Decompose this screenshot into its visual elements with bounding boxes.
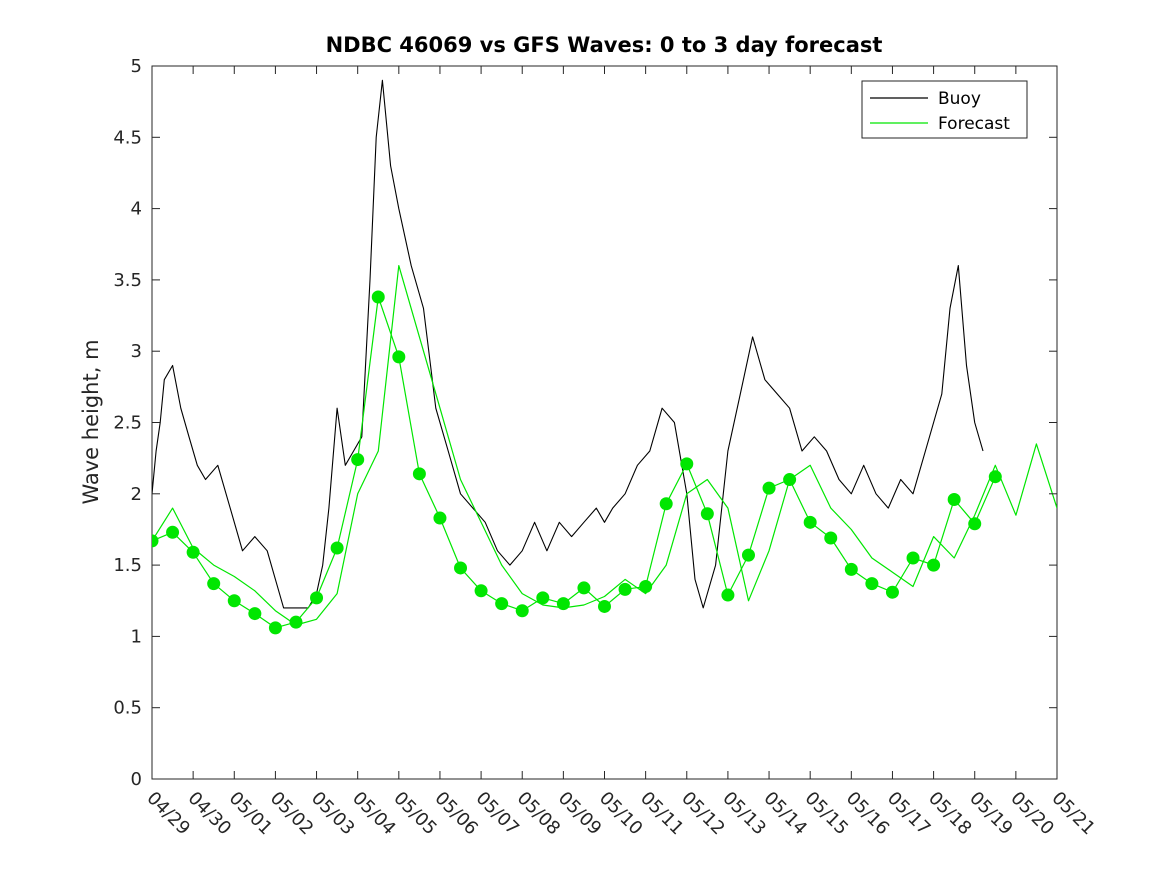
- x-tick-label: 05/16: [842, 788, 894, 840]
- forecast-point: [803, 515, 817, 529]
- forecast-point: [412, 467, 426, 481]
- forecast-point: [865, 577, 879, 591]
- forecast-point: [844, 562, 858, 576]
- y-tick-label: 0.5: [113, 698, 142, 719]
- forecast-point: [207, 577, 221, 591]
- forecast-point: [166, 525, 180, 539]
- plot-area: [151, 65, 1058, 780]
- legend-box: [861, 80, 1028, 139]
- forecast-point: [906, 551, 920, 565]
- forecast-point: [392, 350, 406, 364]
- forecast-point: [988, 470, 1002, 484]
- forecast-point: [536, 591, 550, 605]
- x-tick-label: 05/10: [595, 788, 647, 840]
- x-tick-label: 05/17: [883, 788, 935, 840]
- y-tick-label: 4.5: [113, 127, 142, 148]
- x-tick-label: 04/29: [142, 788, 194, 840]
- x-tick-label: 05/05: [389, 788, 441, 840]
- y-tick-label: 4: [131, 199, 142, 220]
- y-tick-label: 3: [131, 341, 142, 362]
- x-tick-label: 05/18: [924, 788, 976, 840]
- y-axis: 0 0.5 1 1.5 2 2.5 3 3.5 4 4.5 5: [113, 56, 1057, 790]
- legend-label: Buoy: [938, 89, 981, 109]
- forecast-point: [330, 541, 344, 555]
- x-tick-label: 05/12: [677, 788, 729, 840]
- forecast-point: [577, 581, 591, 595]
- x-tick-label: 05/07: [472, 788, 524, 840]
- y-tick-label: 5: [131, 56, 142, 77]
- forecast-point: [700, 507, 714, 521]
- forecast-point: [927, 558, 941, 572]
- chart-title: NDBC 46069 vs GFS Waves: 0 to 3 day fore…: [326, 33, 883, 57]
- x-tick-label: 04/30: [184, 788, 236, 840]
- forecast-point: [289, 615, 303, 629]
- legend: Buoy Forecast: [861, 80, 1028, 139]
- y-axis-label: Wave height, m: [79, 339, 103, 504]
- y-tick-label: 3.5: [113, 270, 142, 291]
- forecast-point: [248, 607, 262, 621]
- forecast-point: [556, 597, 570, 611]
- legend-label: Forecast: [938, 114, 1010, 134]
- forecast-point: [762, 481, 776, 495]
- forecast-point: [885, 585, 899, 599]
- forecast-point: [659, 497, 673, 511]
- forecast-point: [310, 591, 324, 605]
- forecast-point: [474, 584, 488, 598]
- x-tick-label: 05/19: [965, 788, 1017, 840]
- forecast-point: [515, 604, 529, 618]
- y-tick-label: 2.5: [113, 413, 142, 434]
- forecast-point: [268, 621, 282, 635]
- forecast-point: [783, 473, 797, 487]
- forecast-point: [680, 457, 694, 471]
- x-tick-label: 05/21: [1047, 788, 1099, 840]
- x-tick-label: 05/02: [266, 788, 318, 840]
- series-group: [152, 79, 1057, 635]
- forecast-point: [639, 579, 653, 593]
- forecast-point: [371, 290, 385, 304]
- forecast-point: [968, 517, 982, 531]
- x-tick-label: 05/13: [718, 788, 770, 840]
- x-tick-label: 05/14: [760, 788, 812, 840]
- x-tick-label: 05/08: [513, 788, 565, 840]
- x-tick-label: 05/11: [636, 788, 688, 840]
- x-tick-label: 05/15: [801, 788, 853, 840]
- x-tick-label: 05/03: [307, 788, 359, 840]
- x-tick-label: 05/04: [348, 788, 400, 840]
- y-tick-label: 1.5: [113, 555, 142, 576]
- forecast-point: [454, 561, 468, 575]
- x-tick-label: 05/09: [554, 788, 606, 840]
- forecast-point: [186, 545, 200, 559]
- plot-frame: [151, 65, 1058, 780]
- y-tick-label: 0: [131, 769, 142, 790]
- x-tick-label: 05/01: [225, 788, 277, 840]
- forecast-point: [495, 597, 509, 611]
- forecast-point: [741, 548, 755, 562]
- forecast-point: [721, 588, 735, 602]
- forecast-point: [227, 594, 241, 608]
- y-tick-label: 2: [131, 484, 142, 505]
- forecast-point: [351, 453, 365, 467]
- y-tick-label: 1: [131, 626, 142, 647]
- forecast-point: [433, 511, 447, 525]
- forecast-point: [598, 599, 611, 613]
- forecast-point: [824, 531, 838, 545]
- series-line-0: [152, 79, 984, 609]
- forecast-point: [947, 493, 961, 507]
- x-tick-label: 05/06: [430, 788, 482, 840]
- x-tick-label: 05/20: [1006, 788, 1058, 840]
- series-line-1: [152, 265, 1057, 626]
- forecast-point: [618, 582, 632, 596]
- forecast-point: [152, 534, 159, 548]
